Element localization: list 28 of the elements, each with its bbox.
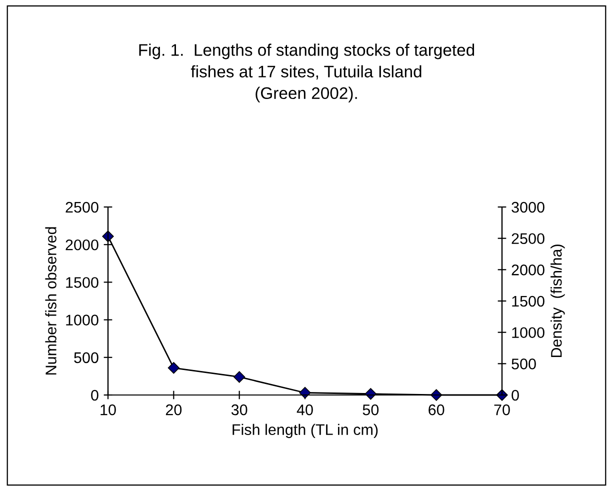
- y2-tick-label: 1500: [512, 296, 544, 307]
- x-tick-label: 60: [428, 404, 444, 416]
- y-tick-label: 2000: [66, 239, 98, 250]
- y2-tick-label: 3000: [512, 202, 544, 213]
- y-tick-label: 1500: [66, 277, 98, 288]
- y-axis-title: Number fish observed: [45, 227, 56, 374]
- y-tick-label: 1000: [66, 314, 98, 326]
- y2-tick-label: 0: [512, 390, 519, 401]
- x-tick-label: 40: [296, 404, 313, 416]
- point: [234, 371, 246, 383]
- point: [168, 362, 180, 374]
- y2-tick-label: 2500: [512, 233, 544, 244]
- x-tick-label: 30: [231, 404, 248, 416]
- y-tick-label: 0: [91, 390, 98, 401]
- y2-tick-label: 1000: [512, 327, 544, 338]
- x-tick-label: 70: [494, 404, 510, 416]
- y2-tick-label: 500: [512, 358, 536, 370]
- x-tick-label: 50: [362, 404, 379, 416]
- x-tick-label: 10: [100, 404, 116, 416]
- point: [299, 386, 311, 399]
- y-tick-label: 2500: [66, 202, 98, 213]
- point: [364, 388, 376, 400]
- x-axis-title: Fish length (TL in cm): [232, 424, 378, 438]
- y2-axis-title: Density (fish/ha): [550, 244, 565, 358]
- chart-title: Fig. 1. Lengths of standing stocks of targeted fishes at 17 sites, Tutuila Island (Green 2002).: [139, 44, 474, 102]
- y-tick-label: 500: [74, 352, 98, 364]
- y2-tick-label: 2000: [512, 264, 544, 276]
- x-tick-label: 20: [166, 404, 182, 416]
